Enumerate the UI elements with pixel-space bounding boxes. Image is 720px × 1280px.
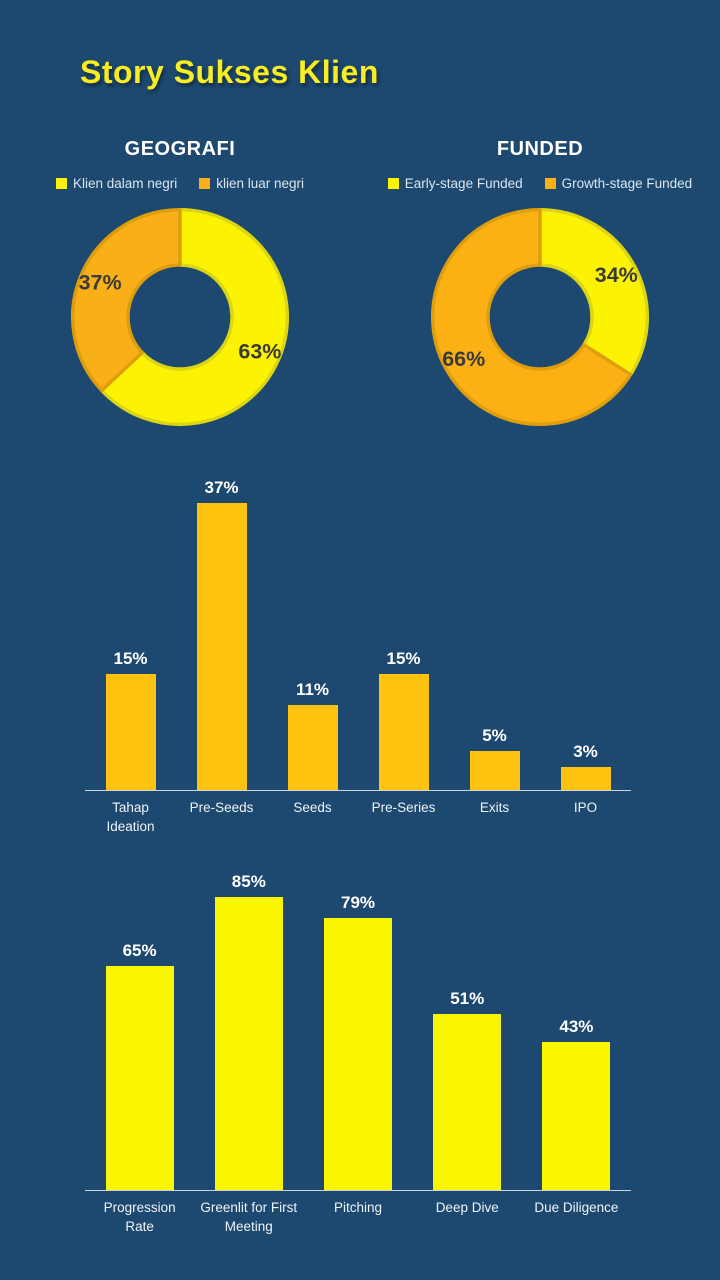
donut-section-geografi: GEOGRAFI Klien dalam negri klien luar neg… <box>0 138 360 430</box>
legend-label: Klien dalam negri <box>72 176 178 191</box>
category-label-pre-series: Pre-Series <box>371 800 436 815</box>
bar-column-pitching: 79% <box>303 893 412 1190</box>
bar-column-exits: 5% <box>449 726 540 790</box>
legend-label: Growth-stage Funded <box>561 176 693 191</box>
bar-value-label: 3% <box>573 742 598 761</box>
legend-item-klien-dalam-negri: Klien dalam negri <box>55 176 178 191</box>
bar-column-seeds: 11% <box>267 680 358 790</box>
donut-slice-klien-dalam-negri <box>100 207 290 427</box>
category-label-seeds: Seeds <box>293 800 332 815</box>
legend-item-klien-luar-negri: klien luar negri <box>199 176 304 191</box>
bar-pitching <box>324 918 392 1190</box>
category-label-pre-seeds: Pre-Seeds <box>189 800 254 815</box>
bar-tahap-ideation <box>105 674 156 790</box>
donut-slice-label-early-stage-funded: 34% <box>595 263 638 287</box>
legend-item-early-stage-funded: Early-stage Funded <box>387 176 523 191</box>
category-label-deep-dive: Deep Dive <box>435 1200 499 1215</box>
category-axis: Tahap Ideation Pre-Seeds Seeds Pre-Series Ex… <box>85 798 631 836</box>
category-label-ipo: IPO <box>573 800 598 815</box>
donut-slice-klien-luar-negri <box>71 207 182 393</box>
legend-swatch-icon <box>55 178 67 189</box>
bar-column-pre-series: 15% <box>358 649 449 790</box>
donut-chart-geografi: 63% 37% <box>71 207 290 427</box>
legend-swatch-icon <box>387 178 399 189</box>
bar-ipo <box>560 767 611 790</box>
chart-title-funded: FUNDED <box>496 138 584 160</box>
donut-slice-label-klien-dalam-negri: 63% <box>238 340 281 364</box>
bar-plot-area: 15% 37% 11% 15% 5% 3% <box>85 452 631 791</box>
bar-value-label: 15% <box>113 649 148 668</box>
bar-column-tahap-ideation: 15% <box>85 649 176 790</box>
donut-slice-label-growth-stage-funded: 66% <box>442 347 485 371</box>
bar-value-label: 5% <box>482 726 507 745</box>
bar-column-progression-rate: 65% <box>85 941 194 1190</box>
bar-chart-progression: 65% 85% 79% 51% 43% Progression Rate Greenlit… <box>85 852 631 1236</box>
bar-value-label: 11% <box>295 680 330 699</box>
bar-due-diligence <box>542 1042 611 1190</box>
category-label-due-diligence: Due Diligence <box>534 1200 619 1215</box>
chart-title-geografi: GEOGRAFI <box>124 138 236 160</box>
bar-progression-rate <box>105 966 174 1190</box>
bar-column-greenlit-for-first-meeting: 85% <box>194 872 303 1190</box>
bar-value-label: 51% <box>450 989 485 1008</box>
bar-column-pre-seeds: 37% <box>176 478 267 790</box>
legend-geografi: Klien dalam negri klien luar negri <box>55 176 304 191</box>
donut-chart-funded: 34% 66% <box>430 207 650 426</box>
donut-slice-label-klien-luar-negri: 37% <box>79 270 122 294</box>
legend-swatch-icon <box>199 178 211 189</box>
donut-slice-early-stage-funded <box>538 207 650 377</box>
bar-column-ipo: 3% <box>540 742 631 790</box>
donut-section-funded: FUNDED Early-stage Funded Growth-stage Fu… <box>360 138 720 430</box>
bar-value-label: 15% <box>386 649 421 668</box>
bar-deep-dive <box>433 1014 502 1190</box>
category-label-tahap-ideation: Tahap Ideation <box>106 800 155 834</box>
bar-pre-seeds <box>196 503 247 790</box>
bar-value-label: 37% <box>204 478 239 497</box>
bar-seeds <box>287 705 338 790</box>
bar-value-label: 43% <box>559 1017 594 1036</box>
bar-value-label: 85% <box>231 872 266 891</box>
bar-value-label: 65% <box>122 941 157 960</box>
donut-charts-row: GEOGRAFI Klien dalam negri klien luar neg… <box>0 138 720 430</box>
category-label-progression-rate: Progression Rate <box>103 1200 176 1234</box>
donut-slice-growth-stage-funded <box>430 207 633 426</box>
bar-pre-series <box>378 674 429 790</box>
legend-swatch-icon <box>544 178 556 189</box>
bar-exits <box>469 751 520 790</box>
bar-value-label: 79% <box>340 893 376 912</box>
category-axis: Progression Rate Greenlit for First Meeti… <box>85 1198 631 1236</box>
bar-column-deep-dive: 51% <box>413 989 522 1190</box>
legend-funded: Early-stage Funded Growth-stage Funded <box>387 176 693 191</box>
category-label-exits: Exits <box>479 800 510 815</box>
bar-plot-area: 65% 85% 79% 51% 43% <box>85 852 631 1191</box>
legend-label: Early-stage Funded <box>404 176 523 191</box>
legend-item-growth-stage-funded: Growth-stage Funded <box>544 176 693 191</box>
bar-chart-funding-stages: 15% 37% 11% 15% 5% 3% Tahap Ideation Pre-Seeds… <box>85 452 631 836</box>
bar-greenlit-for-first-meeting <box>214 897 283 1190</box>
page-title: Story Sukses Klien <box>80 54 379 90</box>
category-label-pitching: Pitching <box>333 1200 383 1215</box>
category-label-greenlit-for-first-meeting: Greenlit for First Meeting <box>200 1200 298 1234</box>
bar-column-due-diligence: 43% <box>522 1017 631 1190</box>
legend-label: klien luar negri <box>216 176 305 191</box>
